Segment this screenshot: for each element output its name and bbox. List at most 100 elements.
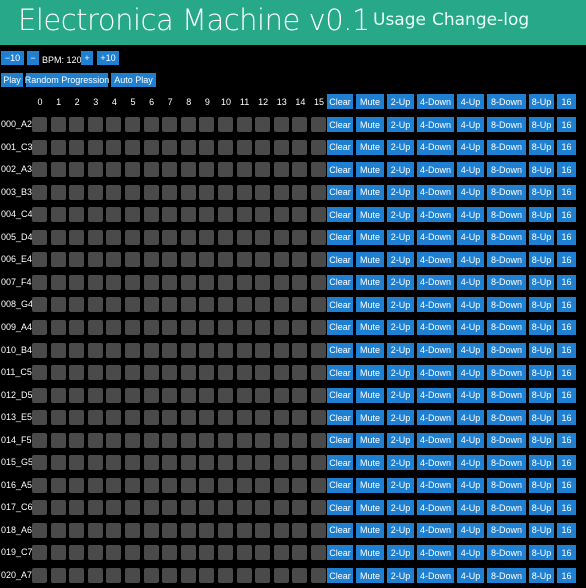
row-2-up-button[interactable]: 2-Up [387,365,414,381]
step-cell[interactable] [87,387,103,403]
step-cell[interactable] [218,455,233,471]
step-cell[interactable] [199,432,215,448]
all-mute-button[interactable]: Mute [356,94,384,109]
step-cell[interactable] [143,455,159,471]
step-cell[interactable] [50,297,66,313]
step-cell[interactable] [236,522,252,538]
step-cell[interactable] [292,319,308,335]
step-cell[interactable] [292,162,308,178]
step-cell[interactable] [32,184,47,200]
step-cell[interactable] [311,545,326,561]
step-cell[interactable] [311,342,326,358]
step-cell[interactable] [180,432,196,448]
step-cell[interactable] [106,522,122,538]
row-8-up-button[interactable]: 8-Up [529,477,554,493]
step-cell[interactable] [292,207,308,223]
step-cell[interactable] [311,500,326,516]
step-cell[interactable] [255,139,271,155]
step-cell[interactable] [143,522,159,538]
step-cell[interactable] [143,139,159,155]
step-cell[interactable] [32,207,47,223]
step-cell[interactable] [106,342,122,358]
step-cell[interactable] [311,162,326,178]
row-clear-button[interactable]: Clear [327,522,353,538]
step-cell[interactable] [311,568,326,583]
step-cell[interactable] [255,522,271,538]
bpm-minus-10-button[interactable]: −10 [1,51,24,65]
row-4-down-button[interactable]: 4-Down [417,455,454,471]
step-cell[interactable] [106,207,122,223]
bpm-plus-10-button[interactable]: +10 [97,51,119,65]
step-cell[interactable] [311,252,326,268]
step-cell[interactable] [69,568,85,583]
step-cell[interactable] [180,252,196,268]
step-cell[interactable] [236,477,252,493]
step-cell[interactable] [273,545,289,561]
all-8-up-button[interactable]: 8-Up [529,94,554,109]
step-cell[interactable] [273,274,289,290]
row-8-up-button[interactable]: 8-Up [529,207,554,223]
step-cell[interactable] [236,387,252,403]
row-16-button[interactable]: 16 [557,162,576,178]
step-cell[interactable] [69,319,85,335]
step-cell[interactable] [255,545,271,561]
step-cell[interactable] [87,342,103,358]
step-cell[interactable] [143,410,159,426]
step-cell[interactable] [199,184,215,200]
step-cell[interactable] [50,342,66,358]
step-cell[interactable] [87,477,103,493]
row-16-button[interactable]: 16 [557,365,576,381]
row-mute-button[interactable]: Mute [356,207,384,223]
step-cell[interactable] [292,297,308,313]
row-8-down-button[interactable]: 8-Down [487,387,526,403]
step-cell[interactable] [273,297,289,313]
row-2-up-button[interactable]: 2-Up [387,342,414,358]
step-cell[interactable] [311,522,326,538]
row-mute-button[interactable]: Mute [356,500,384,516]
row-mute-button[interactable]: Mute [356,117,384,132]
step-cell[interactable] [199,297,215,313]
row-16-button[interactable]: 16 [557,229,576,245]
step-cell[interactable] [218,477,233,493]
row-4-up-button[interactable]: 4-Up [457,568,484,583]
step-cell[interactable] [311,117,326,132]
row-16-button[interactable]: 16 [557,117,576,132]
step-cell[interactable] [162,568,178,583]
step-cell[interactable] [218,139,233,155]
step-cell[interactable] [236,410,252,426]
row-clear-button[interactable]: Clear [327,432,353,448]
step-cell[interactable] [218,162,233,178]
step-cell[interactable] [125,117,140,132]
step-cell[interactable] [292,477,308,493]
row-clear-button[interactable]: Clear [327,139,353,155]
row-8-down-button[interactable]: 8-Down [487,522,526,538]
step-cell[interactable] [292,342,308,358]
step-cell[interactable] [199,455,215,471]
step-cell[interactable] [143,432,159,448]
step-cell[interactable] [180,522,196,538]
row-4-down-button[interactable]: 4-Down [417,410,454,426]
step-cell[interactable] [50,252,66,268]
step-cell[interactable] [162,229,178,245]
step-cell[interactable] [180,207,196,223]
step-cell[interactable] [255,568,271,583]
step-cell[interactable] [143,387,159,403]
step-cell[interactable] [50,387,66,403]
row-4-down-button[interactable]: 4-Down [417,342,454,358]
step-cell[interactable] [87,568,103,583]
step-cell[interactable] [87,184,103,200]
row-4-down-button[interactable]: 4-Down [417,500,454,516]
step-cell[interactable] [32,455,47,471]
step-cell[interactable] [87,162,103,178]
row-8-up-button[interactable]: 8-Up [529,162,554,178]
row-4-down-button[interactable]: 4-Down [417,365,454,381]
row-8-up-button[interactable]: 8-Up [529,342,554,358]
step-cell[interactable] [125,455,140,471]
step-cell[interactable] [87,500,103,516]
step-cell[interactable] [162,500,178,516]
row-8-up-button[interactable]: 8-Up [529,568,554,583]
step-cell[interactable] [273,568,289,583]
step-cell[interactable] [162,365,178,381]
step-cell[interactable] [162,432,178,448]
step-cell[interactable] [218,319,233,335]
